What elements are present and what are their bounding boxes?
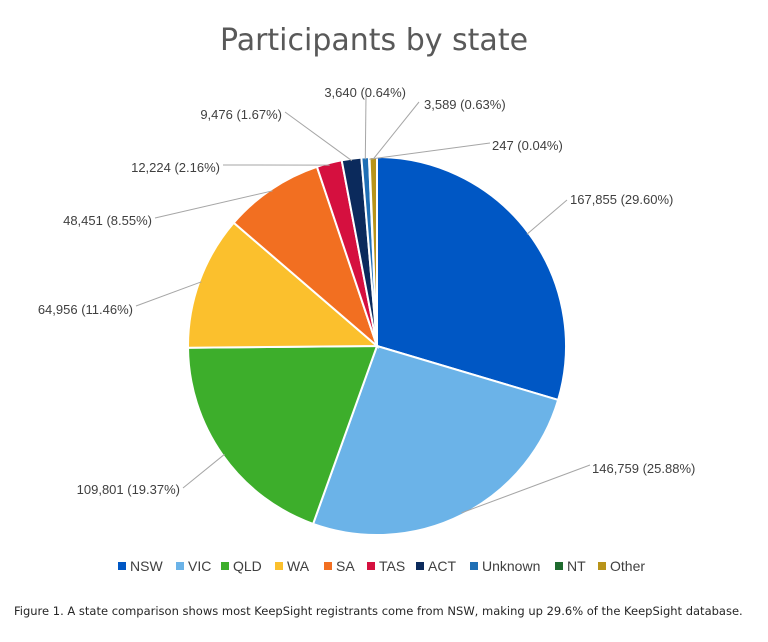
data-label-other: 3,589 (0.63%): [424, 97, 506, 112]
pie-slice-wa: [187, 221, 380, 349]
legend-swatch-unknown: [470, 562, 478, 570]
legend-label-act: ACT: [428, 558, 456, 574]
legend-swatch-nt: [555, 562, 563, 570]
legend-label-unknown: Unknown: [482, 558, 540, 574]
data-label-vic: 146,759 (25.88%): [592, 461, 695, 476]
legend: NSW VIC QLD WA SA TAS ACT Unknown NT Other: [118, 558, 645, 574]
leader-line-unknown: [364, 95, 367, 160]
legend-label-wa: WA: [287, 558, 310, 574]
leader-line-qld: [182, 453, 225, 489]
leader-line-other: [372, 101, 420, 160]
legend-label-qld: QLD: [233, 558, 262, 574]
leader-line-nsw: [526, 199, 568, 235]
legend-swatch-tas: [367, 562, 375, 570]
pie-slice-other: [368, 155, 378, 347]
data-label-unknown: 3,640 (0.64%): [324, 85, 406, 100]
pie-slice-vic: [311, 344, 560, 536]
legend-swatch-act: [416, 562, 424, 570]
pie-slices: [187, 155, 567, 536]
legend-item-other: Other: [598, 558, 645, 574]
legend-swatch-qld: [221, 562, 229, 570]
leader-lines: [135, 95, 591, 514]
legend-item-vic: VIC: [176, 558, 211, 574]
legend-swatch-vic: [176, 562, 184, 570]
data-label-nt: 247 (0.04%): [492, 138, 563, 153]
legend-label-sa: SA: [336, 558, 355, 574]
data-label-wa: 64,956 (11.46%): [38, 302, 133, 317]
data-label-nsw: 167,855 (29.60%): [570, 192, 673, 207]
legend-item-qld: QLD: [221, 558, 262, 574]
legend-item-nsw: NSW: [118, 558, 163, 574]
legend-item-tas: TAS: [367, 558, 405, 574]
legend-label-nt: NT: [567, 558, 586, 574]
data-label-qld: 109,801 (19.37%): [77, 482, 180, 497]
legend-label-vic: VIC: [188, 558, 211, 574]
legend-swatch-wa: [275, 562, 283, 570]
leader-line-sa: [154, 190, 273, 219]
data-label-act: 9,476 (1.67%): [200, 107, 282, 122]
legend-swatch-other: [598, 562, 606, 570]
leader-line-nt: [369, 142, 491, 160]
legend-label-tas: TAS: [379, 558, 405, 574]
legend-item-wa: WA: [275, 558, 310, 574]
pie-chart: Participants by state 167,855 (29.60%) 14…: [38, 23, 696, 574]
data-labels: 167,855 (29.60%) 146,759 (25.88%) 109,801 …: [38, 85, 696, 497]
leader-line-vic: [461, 464, 591, 514]
data-label-tas: 12,224 (2.16%): [131, 160, 220, 175]
legend-item-nt: NT: [555, 558, 586, 574]
pie-slice-sa: [232, 165, 380, 350]
legend-swatch-nsw: [118, 562, 126, 570]
leader-line-act: [284, 111, 353, 162]
figure-caption: Figure 1. A state comparison shows most …: [14, 604, 743, 618]
chart-title: Participants by state: [220, 23, 528, 58]
legend-swatch-sa: [324, 562, 332, 570]
leader-line-wa: [135, 281, 202, 307]
legend-item-act: ACT: [416, 558, 456, 574]
legend-item-sa: SA: [324, 558, 355, 574]
legend-item-unknown: Unknown: [470, 558, 540, 574]
data-label-sa: 48,451 (8.55%): [63, 213, 152, 228]
legend-label-other: Other: [610, 558, 645, 574]
legend-label-nsw: NSW: [130, 558, 163, 574]
